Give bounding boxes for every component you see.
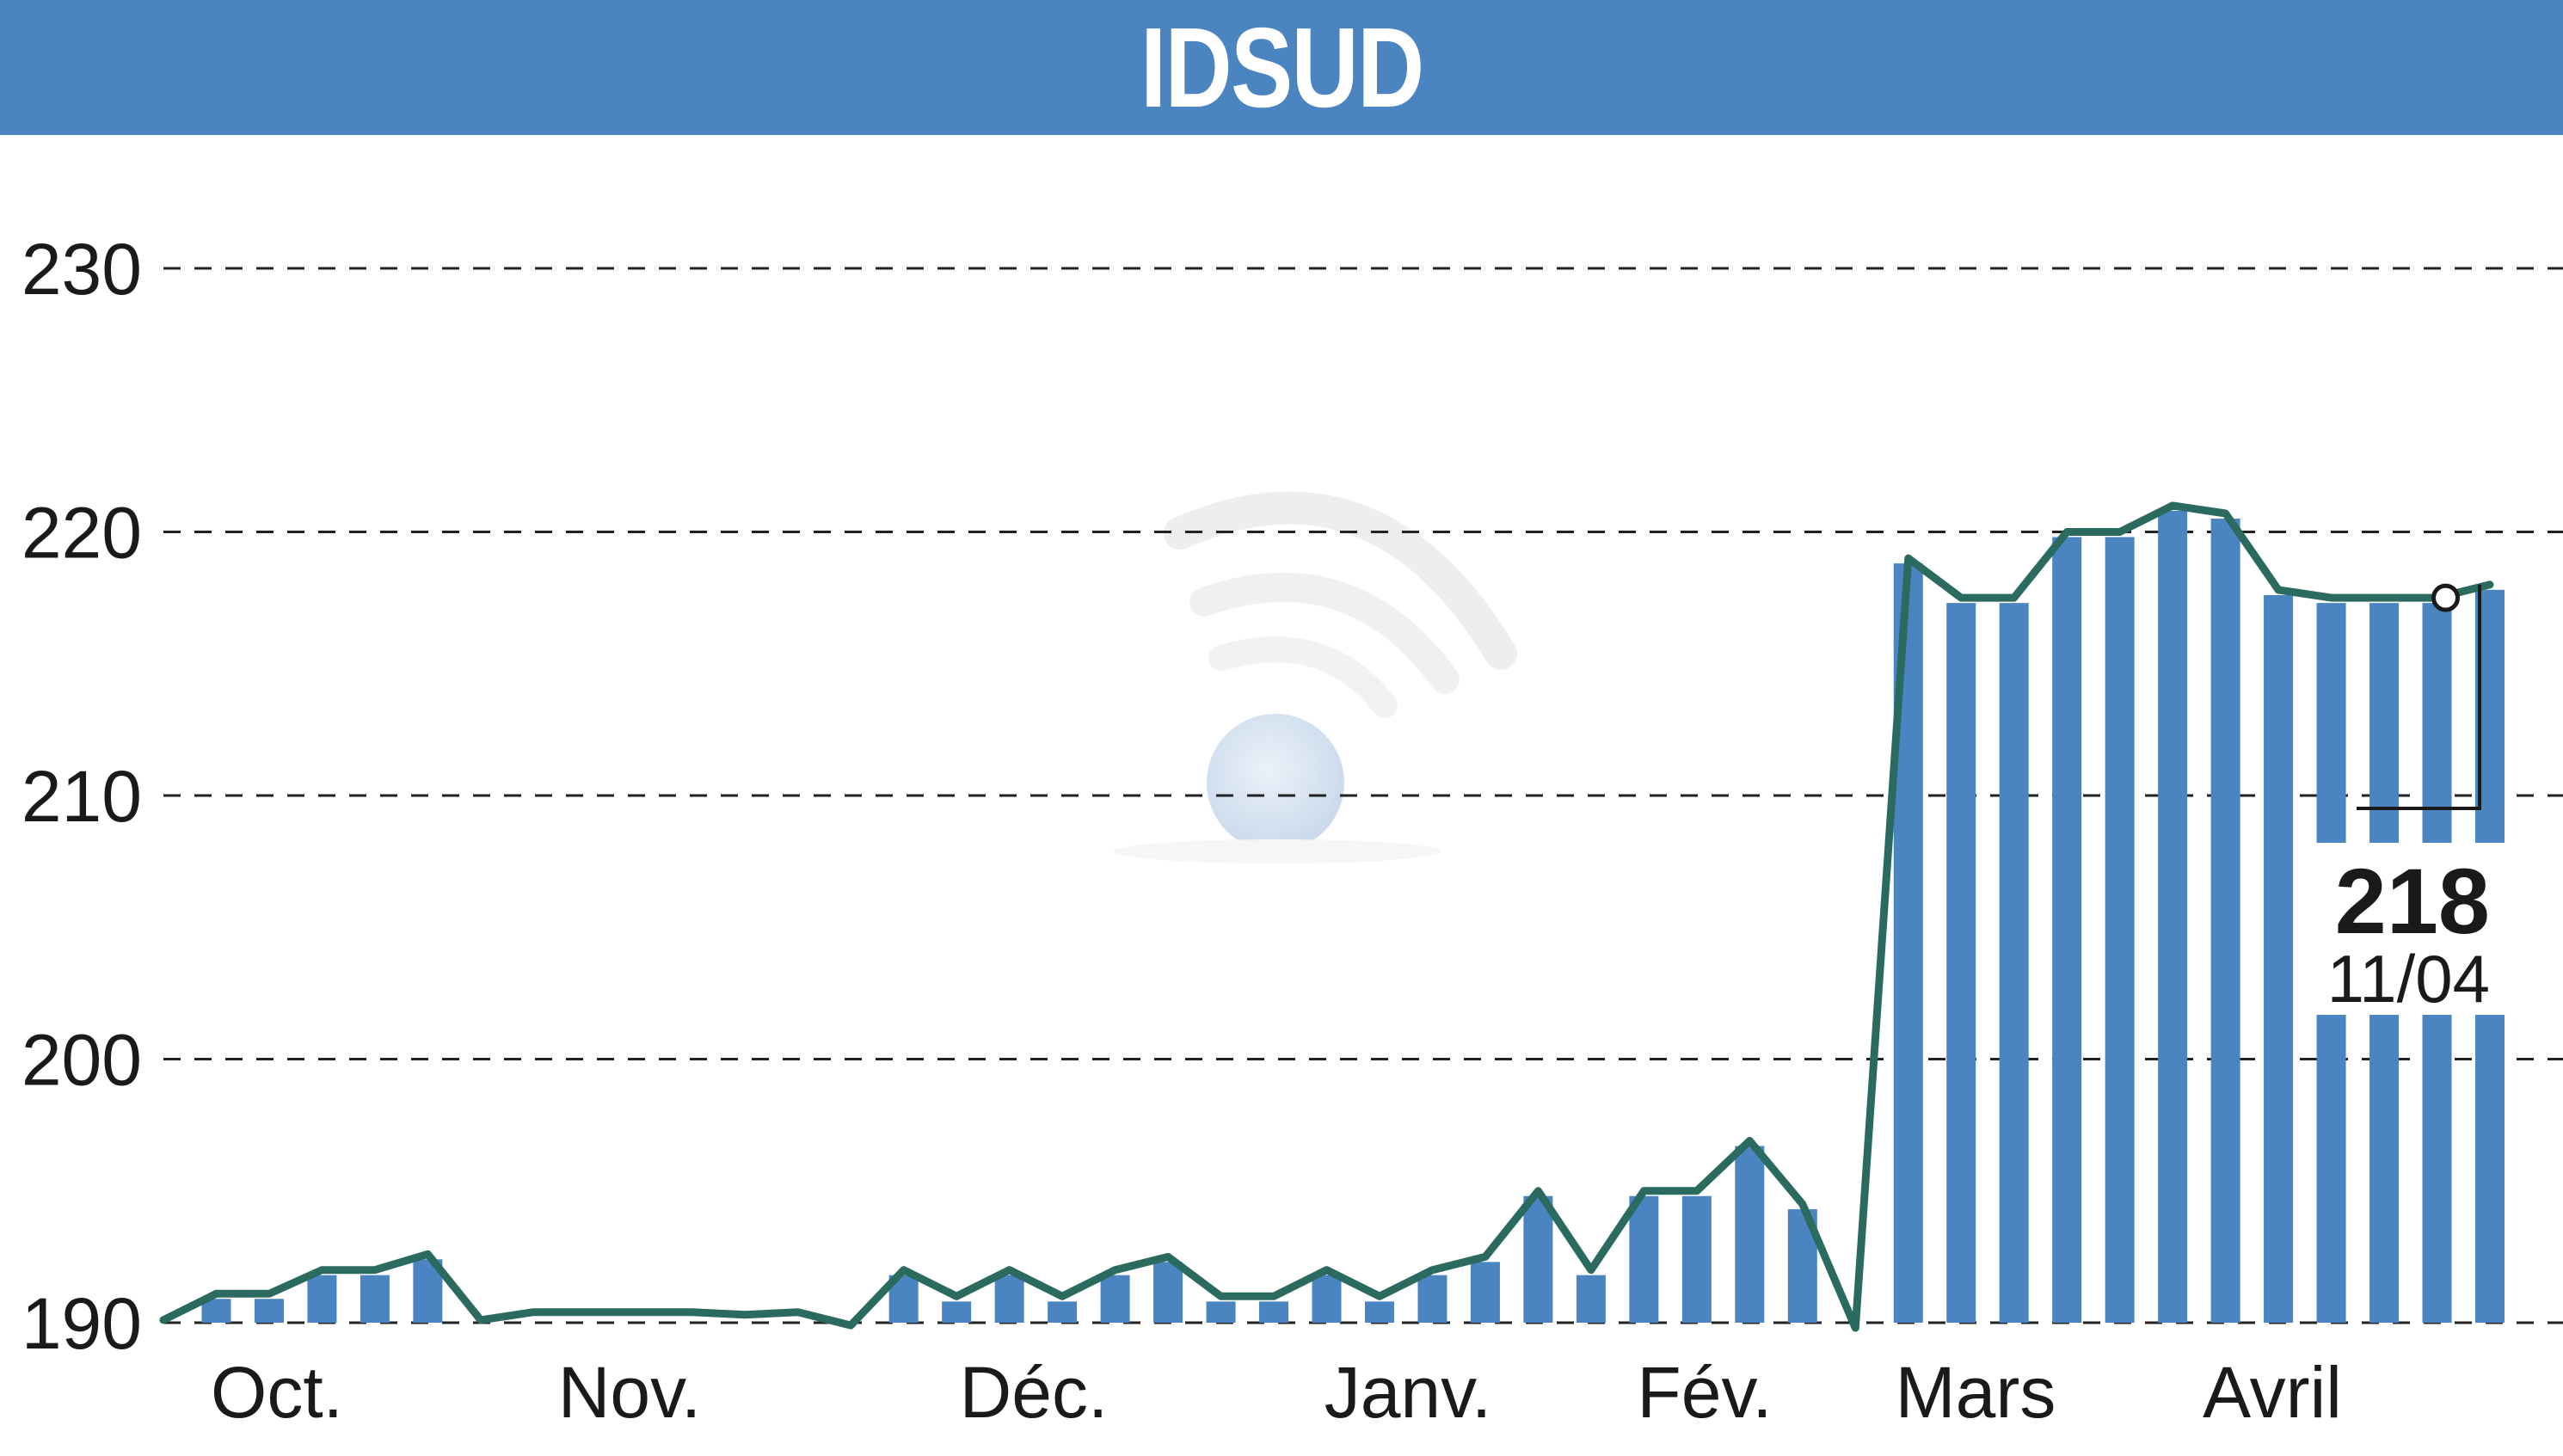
volume-bar [942,1301,972,1323]
chart-header: IDSUD [0,0,2563,135]
x-tick-label: Mars [1896,1352,2056,1433]
y-tick-label: 190 [22,1283,142,1364]
last-value-leader [2357,584,2481,810]
volume-bar [307,1275,337,1323]
y-axis: 190 200 210 220 230 [22,229,142,1364]
volume-bar [1735,1146,1765,1323]
volume-bar [1681,1195,1712,1323]
last-value-label: 218 [2335,849,2490,953]
volume-bar [2105,537,2135,1323]
volume-bar [2052,537,2082,1323]
volume-bar [1100,1275,1130,1323]
volume-bar [1153,1262,1183,1323]
last-value-box [2305,843,2516,1015]
volume-bar [1048,1301,1078,1323]
volume-bar [1523,1195,1553,1323]
x-tick-label: Déc. [960,1352,1109,1433]
last-point-marker [2431,583,2461,612]
x-tick-label: Avril [2203,1352,2342,1433]
volume-bar [1206,1301,1236,1323]
volume-bars [201,510,2505,1323]
signal-watermark-icon [1114,491,1517,863]
x-tick-label: Nov. [558,1352,701,1433]
volume-bar [1576,1275,1606,1323]
volume-bar [254,1299,284,1323]
volume-bar [1364,1301,1394,1323]
volume-bar [1470,1262,1500,1323]
volume-bar [1629,1195,1659,1323]
y-tick-label: 210 [22,756,142,837]
y-tick-label: 230 [22,229,142,310]
chart-title: IDSUD [1140,4,1424,131]
grid-lines [163,267,2563,1324]
volume-bar [994,1275,1024,1323]
volume-bar [2210,519,2240,1323]
x-tick-label: Fév. [1637,1352,1772,1433]
x-tick-label: Oct. [211,1352,343,1433]
last-value-annotation: 218 11/04 [2305,583,2516,1017]
volume-bar [1312,1275,1342,1323]
volume-bar [1417,1275,1447,1323]
volume-bar [1999,603,2029,1323]
volume-bar [1259,1301,1289,1323]
x-tick-label: Janv. [1325,1352,1492,1433]
y-tick-label: 200 [22,1020,142,1101]
volume-bar [2158,510,2188,1323]
volume-bar [1946,603,1976,1323]
y-tick-label: 220 [22,493,142,574]
volume-bar [2264,594,2294,1323]
x-axis: Oct. Nov. Déc. Janv. Fév. Mars Avril [211,1352,2342,1433]
volume-bar [360,1275,390,1323]
price-line [159,501,2494,1332]
last-date-label: 11/04 [2327,941,2490,1017]
